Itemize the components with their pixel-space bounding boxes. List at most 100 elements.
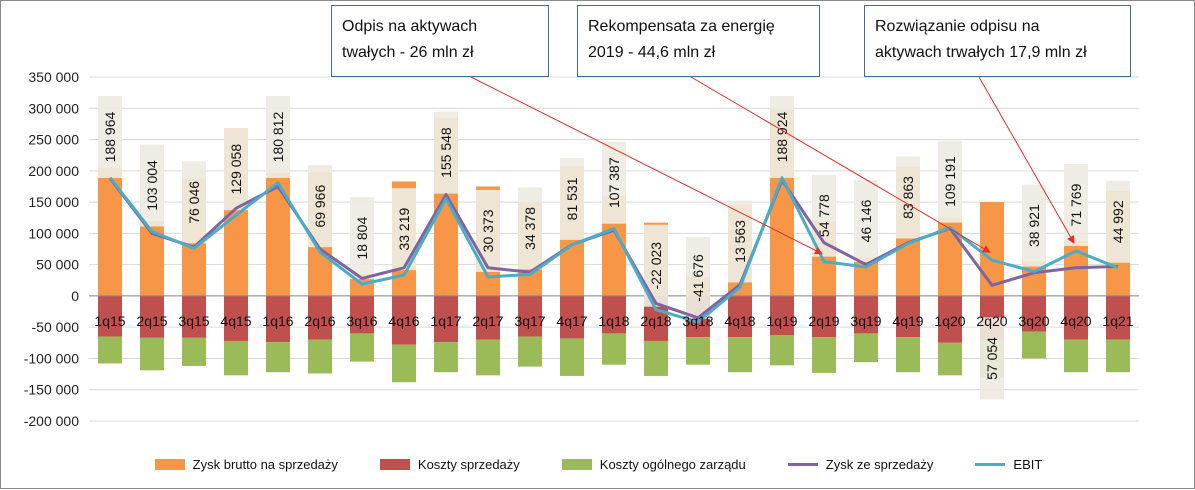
data-label: 107 387: [606, 157, 622, 208]
bar-admin-costs: [812, 337, 836, 373]
data-label-box: [686, 236, 710, 319]
x-tick-label: 2q20: [976, 313, 1007, 329]
bar-selling-costs: [434, 295, 458, 343]
bar-selling-costs: [854, 295, 878, 334]
bar-selling-costs: [812, 295, 836, 338]
legend-swatch-selling-costs: [379, 458, 410, 470]
bar-selling-costs: [1022, 295, 1046, 332]
y-tick-label: -150 000: [24, 382, 79, 398]
bar-admin-costs: [308, 339, 332, 374]
y-tick-label: 350 000: [28, 69, 79, 85]
bar-admin-costs: [182, 337, 206, 366]
chart-legend: Zysk brutto na sprzedaży Koszty sprzedaż…: [1, 452, 1195, 476]
x-tick-label: 1q19: [766, 313, 797, 329]
bar-admin-costs: [266, 342, 290, 373]
data-label: 180 812: [270, 111, 286, 162]
data-label: 34 378: [522, 207, 538, 250]
data-label: 18 804: [354, 217, 370, 260]
legend-item-selling-costs: Koszty sprzedaży: [379, 457, 520, 472]
data-label-box: [434, 111, 458, 194]
bar-admin-costs: [770, 335, 794, 366]
y-tick-label: -50 000: [32, 319, 80, 335]
x-tick-label: 1q17: [430, 313, 461, 329]
bar-admin-costs: [938, 342, 962, 376]
legend-swatch-gross-profit: [154, 458, 185, 470]
bar-selling-costs: [602, 295, 626, 334]
data-label-box: [980, 317, 1004, 400]
annotation-3-line-2: aktywach trwałych 17,9 mln zł: [875, 44, 1087, 61]
data-label-box: [560, 157, 584, 240]
annotation-2-line-2: 2019 - 44,6 mln zł: [588, 44, 716, 61]
x-tick-label: 1q15: [94, 313, 125, 329]
x-tick-label: 4q17: [556, 313, 587, 329]
y-tick-label: 200 000: [28, 163, 79, 179]
annotation-arrow: [470, 76, 823, 255]
data-label-box: [770, 96, 794, 178]
data-label: 33 219: [396, 208, 412, 251]
annotation-2-line-1: Rekompensata za energię: [588, 18, 775, 35]
legend-item-admin-costs: Koszty ogólnego zarządu: [561, 456, 746, 472]
bar-admin-costs: [1064, 339, 1088, 373]
bar-admin-costs: [896, 337, 920, 373]
data-label: 46 146: [858, 199, 874, 242]
legend-item-sales-profit: Zysk ze sprzedaży: [787, 457, 933, 472]
y-tick-label: 300 000: [28, 100, 79, 116]
x-tick-label: 3q19: [850, 313, 881, 329]
annotation-arrow: [978, 76, 1075, 244]
y-tick-label: -200 000: [24, 413, 79, 429]
bar-selling-costs: [392, 295, 416, 345]
bar-admin-costs: [854, 333, 878, 363]
y-tick-label: 0: [71, 288, 79, 304]
legend-swatch-sales-profit: [787, 462, 818, 466]
data-label-box: [308, 165, 332, 248]
legend-swatch-ebit: [975, 462, 1006, 466]
bar-selling-costs: [1064, 295, 1088, 340]
x-tick-label: 2q16: [304, 313, 335, 329]
data-label: 71 769: [1068, 183, 1084, 226]
x-tick-label: 2q18: [640, 313, 671, 329]
bar-admin-costs: [140, 337, 164, 371]
y-tick-label: 50 000: [36, 257, 79, 273]
data-label-box: [98, 96, 122, 178]
bar-admin-costs: [98, 336, 122, 364]
data-label-box: [938, 140, 962, 223]
x-tick-label: 2q17: [472, 313, 503, 329]
bar-admin-costs: [518, 336, 542, 367]
data-label: 76 046: [186, 181, 202, 224]
bar-admin-costs: [560, 338, 584, 376]
annotation-callout-1: Odpis na aktywach twałych - 26 mln zł: [331, 5, 549, 77]
x-tick-label: 3q17: [514, 313, 545, 329]
legend-label-gross-profit: Zysk brutto na sprzedaży: [192, 456, 338, 472]
annotation-callout-3: Rozwiązanie odpisu na aktywach trwałych …: [864, 5, 1131, 77]
x-tick-label: 1q18: [598, 313, 629, 329]
legend-item-gross-profit: Zysk brutto na sprzedaży: [154, 456, 338, 472]
x-tick-label: 3q15: [178, 313, 209, 329]
annotation-arrow: [690, 76, 991, 253]
data-label-box: [266, 96, 290, 178]
data-label: 188 924: [774, 111, 790, 162]
bar-selling-costs: [728, 295, 752, 338]
bar-admin-costs: [392, 344, 416, 383]
y-tick-label: 150 000: [28, 194, 79, 210]
x-tick-label: 2q19: [808, 313, 839, 329]
data-label-box: [518, 187, 542, 270]
bar-admin-costs: [350, 333, 374, 362]
bar-selling-costs: [224, 295, 248, 341]
bar-selling-costs: [1106, 295, 1130, 340]
data-label-box: [140, 144, 164, 227]
data-label-box: [476, 189, 500, 272]
y-tick-label: 100 000: [28, 225, 79, 241]
data-label-box: [350, 197, 374, 280]
bar-admin-costs: [728, 337, 752, 373]
data-label: 69 966: [312, 185, 328, 228]
data-label: 155 548: [438, 127, 454, 178]
bar-selling-costs: [770, 295, 794, 336]
x-tick-label: 1q16: [262, 313, 293, 329]
legend-label-admin-costs: Koszty ogólnego zarządu: [599, 456, 746, 472]
bar-admin-costs: [1022, 331, 1046, 359]
data-label-box: [854, 180, 878, 263]
bar-admin-costs: [224, 340, 248, 376]
legend-item-ebit: EBIT: [975, 457, 1042, 472]
bar-selling-costs: [308, 295, 332, 340]
bar-admin-costs: [434, 342, 458, 373]
